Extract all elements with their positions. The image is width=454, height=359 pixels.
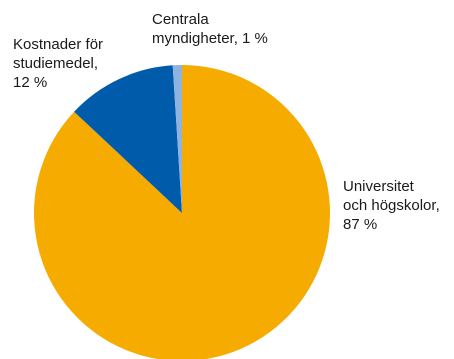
slice-label-myndigheter-line-2: myndigheter, 1 % [152,30,268,47]
slice-label-studiemedel: Kostnader för studiemedel, 12 % [13,35,103,92]
slice-label-universitet-line-3: 87 % [343,216,378,233]
slice-label-studiemedel-line-1: Kostnader för [13,36,104,53]
slice-label-universitet-line-1: Universitet [343,178,414,195]
slice-label-universitet-line-2: och högskolor, [343,197,440,214]
slice-label-studiemedel-line-2: studiemedel, [13,55,99,72]
slice-label-myndigheter: Centrala myndigheter, 1 % [152,10,268,48]
slice-label-myndigheter-line-1: Centrala [152,11,209,28]
pie-slice-universitet [34,65,331,359]
slice-label-universitet: Universitet och högskolor, 87 % [343,177,440,234]
pie-slice-studiemedel [74,65,182,213]
pie-slice-myndigheter [172,64,182,213]
slice-label-studiemedel-line-3: 12 % [13,74,48,91]
